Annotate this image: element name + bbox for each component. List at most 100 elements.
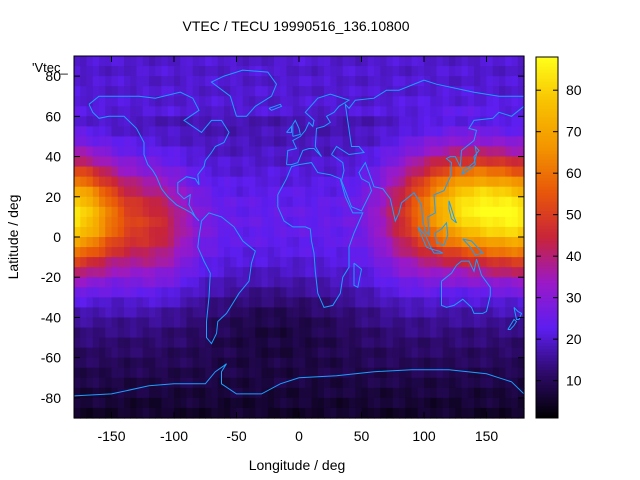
heatmap-cell (236, 76, 244, 87)
heatmap-cell (442, 267, 450, 278)
heatmap-cell (380, 186, 388, 198)
heatmap-cell (230, 126, 238, 138)
heatmap-cell (142, 66, 150, 77)
heatmap-cell (517, 357, 525, 369)
heatmap-cell (249, 186, 256, 198)
heatmap-cell (155, 166, 163, 178)
heatmap-cell (480, 56, 488, 67)
heatmap-cell (405, 66, 413, 77)
heatmap-cell (317, 287, 325, 298)
heatmap-cell (86, 377, 94, 389)
heatmap-cell (149, 116, 156, 127)
heatmap-cell (124, 96, 131, 107)
heatmap-cell (111, 237, 119, 248)
heatmap-cell (292, 76, 300, 87)
heatmap-cell (455, 126, 463, 138)
heatmap-cell (486, 146, 494, 158)
heatmap-cell (230, 156, 238, 168)
heatmap-cell (436, 317, 444, 329)
heatmap-cell (292, 226, 300, 238)
heatmap-cell (205, 367, 213, 379)
heatmap-cell (480, 397, 488, 409)
heatmap-cell (417, 257, 425, 268)
heatmap-cell (74, 206, 81, 218)
heatmap-cell (299, 156, 306, 168)
heatmap-cell (305, 407, 313, 419)
heatmap-cell (355, 206, 363, 218)
heatmap-cell (417, 267, 425, 278)
heatmap-cell (424, 277, 431, 288)
heatmap-cell (436, 76, 444, 87)
heatmap-cell (224, 267, 231, 278)
heatmap-cell (480, 146, 488, 158)
heatmap-cell (192, 96, 200, 107)
colorbar-segment (536, 345, 558, 350)
heatmap-cell (242, 186, 250, 198)
heatmap-cell (142, 56, 150, 67)
heatmap-cell (74, 257, 81, 268)
heatmap-cell (317, 377, 325, 389)
heatmap-cell (167, 116, 175, 127)
heatmap-cell (180, 407, 188, 419)
heatmap-cell (217, 407, 225, 419)
heatmap-cell (236, 226, 244, 238)
heatmap-cell (355, 126, 363, 138)
heatmap-cell (74, 166, 81, 178)
heatmap-cell (224, 257, 231, 268)
colorbar-segment (536, 402, 558, 407)
heatmap-cell (230, 216, 238, 228)
heatmap-cell (374, 307, 381, 319)
heatmap-cell (99, 347, 106, 359)
heatmap-cell (180, 156, 188, 168)
heatmap-cell (324, 176, 331, 188)
coastline-segment (277, 162, 364, 308)
heatmap-cell (349, 106, 356, 117)
heatmap-cell (161, 176, 169, 188)
heatmap-cell (274, 136, 281, 148)
heatmap-cell (142, 126, 150, 138)
heatmap-cell (249, 216, 256, 228)
heatmap-cell (117, 176, 125, 188)
heatmap-cell (442, 106, 450, 117)
heatmap-cell (99, 186, 106, 198)
heatmap-cell (311, 106, 319, 117)
heatmap-cell (317, 136, 325, 148)
heatmap-cell (486, 76, 494, 87)
heatmap-cell (180, 206, 188, 218)
heatmap-cell (155, 96, 163, 107)
heatmap-cell (392, 317, 400, 329)
heatmap-cell (186, 166, 194, 178)
heatmap-cell (461, 397, 469, 409)
heatmap-cell (149, 317, 156, 329)
heatmap-cell (280, 146, 288, 158)
heatmap-cell (361, 146, 369, 158)
heatmap-cell (311, 267, 319, 278)
heatmap-cell (211, 407, 219, 419)
heatmap-cell (205, 407, 213, 419)
heatmap-cell (211, 76, 219, 87)
heatmap-cell (242, 387, 250, 399)
heatmap-cell (86, 136, 94, 148)
heatmap-cell (324, 407, 331, 419)
heatmap-cell (105, 216, 113, 228)
heatmap-cell (436, 56, 444, 67)
heatmap-cell (230, 206, 238, 218)
heatmap-cell (105, 156, 113, 168)
heatmap-cell (367, 317, 375, 329)
heatmap-cell (80, 156, 88, 168)
heatmap-cell (505, 136, 513, 148)
heatmap-cell (467, 126, 475, 138)
heatmap-cell (486, 397, 494, 409)
heatmap-cell (424, 56, 431, 67)
colorbar-segment (536, 132, 558, 136)
heatmap-cell (255, 176, 263, 188)
heatmap-cell (374, 76, 381, 87)
heatmap-cell (442, 146, 450, 158)
heatmap-cell (436, 106, 444, 117)
heatmap-cell (124, 216, 131, 228)
heatmap-cell (105, 116, 113, 127)
x-tick-label: -150 (97, 428, 125, 444)
heatmap-cell (505, 307, 513, 319)
heatmap-cell (411, 126, 419, 138)
heatmap-cell (136, 377, 144, 389)
